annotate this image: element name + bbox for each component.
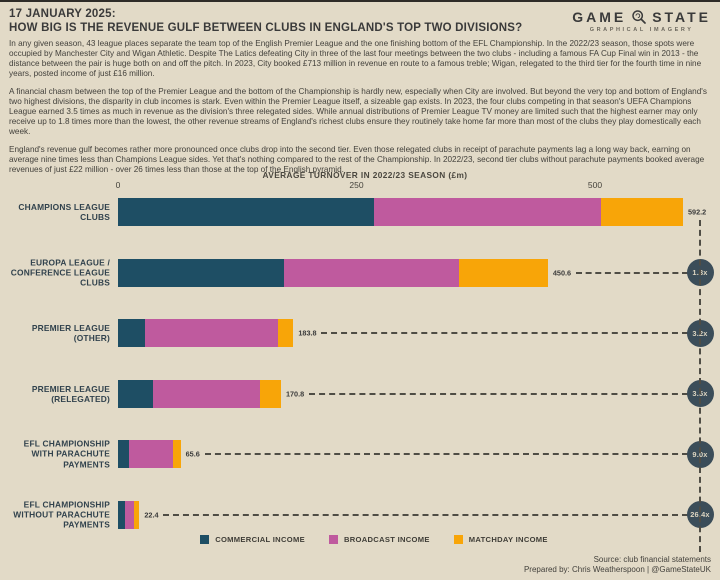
legend-label: BROADCAST INCOME bbox=[343, 535, 430, 544]
category-label: EFL CHAMPIONSHIP WITH PARACHUTE PAYMENTS bbox=[23, 438, 110, 470]
matchday-income-segment bbox=[259, 379, 281, 408]
matchday-income-segment bbox=[173, 440, 181, 468]
matchday-income-segment bbox=[134, 500, 140, 529]
x-axis-tick-label: 500 bbox=[587, 180, 603, 190]
chart-legend: COMMERCIAL INCOME BROADCAST INCOME MATCHDA… bbox=[118, 535, 630, 544]
bar-value-label: 450.6 bbox=[552, 268, 572, 277]
legend-item: BROADCAST INCOME bbox=[328, 535, 430, 544]
connector-dashed-line bbox=[575, 271, 688, 274]
magnifier-icon bbox=[631, 9, 647, 25]
footer-source: Source: club financial statements bbox=[593, 555, 711, 564]
legend-label: MATCHDAY INCOME bbox=[468, 535, 548, 544]
connector-dashed-line bbox=[308, 392, 688, 395]
footer-prepared-by: Prepared by: Chris Weatherspoon | @GameS… bbox=[523, 565, 711, 574]
commercial-income-segment bbox=[118, 198, 374, 226]
matchday-income-segment bbox=[277, 319, 294, 347]
title-block: 17 JANUARY 2025: HOW BIG IS THE REVENUE … bbox=[9, 7, 522, 36]
stacked-bar bbox=[118, 319, 294, 347]
broadcast-income-segment bbox=[373, 198, 601, 226]
intro-paragraph-2: A financial chasm between the top of the… bbox=[9, 87, 707, 136]
legend-item: COMMERCIAL INCOME bbox=[200, 535, 305, 544]
connector-dashed-line bbox=[163, 513, 688, 516]
intro-paragraph-3: England's revenue gulf becomes rather mo… bbox=[9, 145, 705, 174]
category-label: EFL CHAMPIONSHIP WITHOUT PARACHUTE PAYMENT… bbox=[13, 499, 110, 530]
broadcast-income-segment bbox=[153, 379, 260, 408]
category-label: EUROPA LEAGUE / CONFERENCE LEAGUE CLUBS bbox=[10, 257, 110, 288]
page-title: HOW BIG IS THE REVENUE GULF BETWEEN CLUB… bbox=[9, 22, 523, 35]
date-line: 17 JANUARY 2025: bbox=[9, 8, 116, 20]
logo-word-game: GAME bbox=[572, 9, 627, 25]
broadcast-income-segment bbox=[144, 319, 278, 347]
commercial-income-swatch bbox=[200, 535, 210, 544]
matchday-income-segment bbox=[600, 198, 683, 226]
stacked-bar bbox=[118, 198, 683, 226]
broadcast-income-segment bbox=[125, 500, 135, 529]
commercial-income-segment bbox=[118, 258, 285, 287]
connector-dashed-line bbox=[204, 453, 688, 455]
game-state-logo: GAME STATE GRAPHICAL IMAGERY bbox=[572, 9, 711, 33]
category-label: PREMIER LEAGUE (RELEGATED) bbox=[31, 383, 110, 404]
header: 17 JANUARY 2025: HOW BIG IS THE REVENUE … bbox=[9, 7, 711, 36]
logo-word-state: STATE bbox=[652, 9, 711, 25]
connector-dashed-line bbox=[321, 332, 688, 334]
commercial-income-segment bbox=[118, 379, 154, 408]
bar-value-label: 22.4 bbox=[144, 510, 159, 519]
legend-label: COMMERCIAL INCOME bbox=[215, 535, 305, 544]
footer: Source: club financial statements Prepar… bbox=[524, 555, 711, 575]
commercial-income-segment bbox=[118, 500, 126, 529]
chart-title: AVERAGE TURNOVER IN 2022/23 SEASON (£m) bbox=[262, 170, 468, 180]
stacked-bar bbox=[118, 440, 181, 468]
x-axis-tick-label: 0 bbox=[115, 180, 121, 190]
stacked-bar bbox=[118, 258, 548, 287]
broadcast-income-segment bbox=[129, 440, 174, 468]
bar-value-label: 592.2 bbox=[687, 207, 707, 217]
intro-text: In any given season, 43 league places se… bbox=[9, 39, 711, 183]
stacked-bar bbox=[118, 379, 281, 408]
category-label: CHAMPIONS LEAGUE CLUBS bbox=[18, 201, 110, 222]
bar-value-label: 170.8 bbox=[285, 389, 305, 398]
category-label: PREMIER LEAGUE (OTHER) bbox=[31, 322, 110, 343]
commercial-income-segment bbox=[118, 319, 145, 347]
intro-paragraph-1: In any given season, 43 league places se… bbox=[9, 39, 702, 78]
broadcast-income-segment bbox=[284, 258, 460, 287]
vertical-dashed-line bbox=[699, 220, 701, 552]
legend-item: MATCHDAY INCOME bbox=[453, 535, 548, 544]
stacked-bar bbox=[118, 500, 140, 529]
broadcast-income-swatch bbox=[328, 535, 338, 544]
matchday-income-segment bbox=[459, 258, 548, 287]
stacked-bar-chart: AVERAGE TURNOVER IN 2022/23 SEASON (£m) … bbox=[0, 168, 720, 580]
matchday-income-swatch bbox=[453, 535, 463, 544]
logo-subtitle: GRAPHICAL IMAGERY bbox=[589, 27, 694, 33]
commercial-income-segment bbox=[118, 440, 130, 468]
bar-value-label: 65.6 bbox=[185, 449, 200, 459]
x-axis-tick-label: 250 bbox=[349, 180, 364, 190]
bar-value-label: 183.8 bbox=[298, 328, 317, 338]
